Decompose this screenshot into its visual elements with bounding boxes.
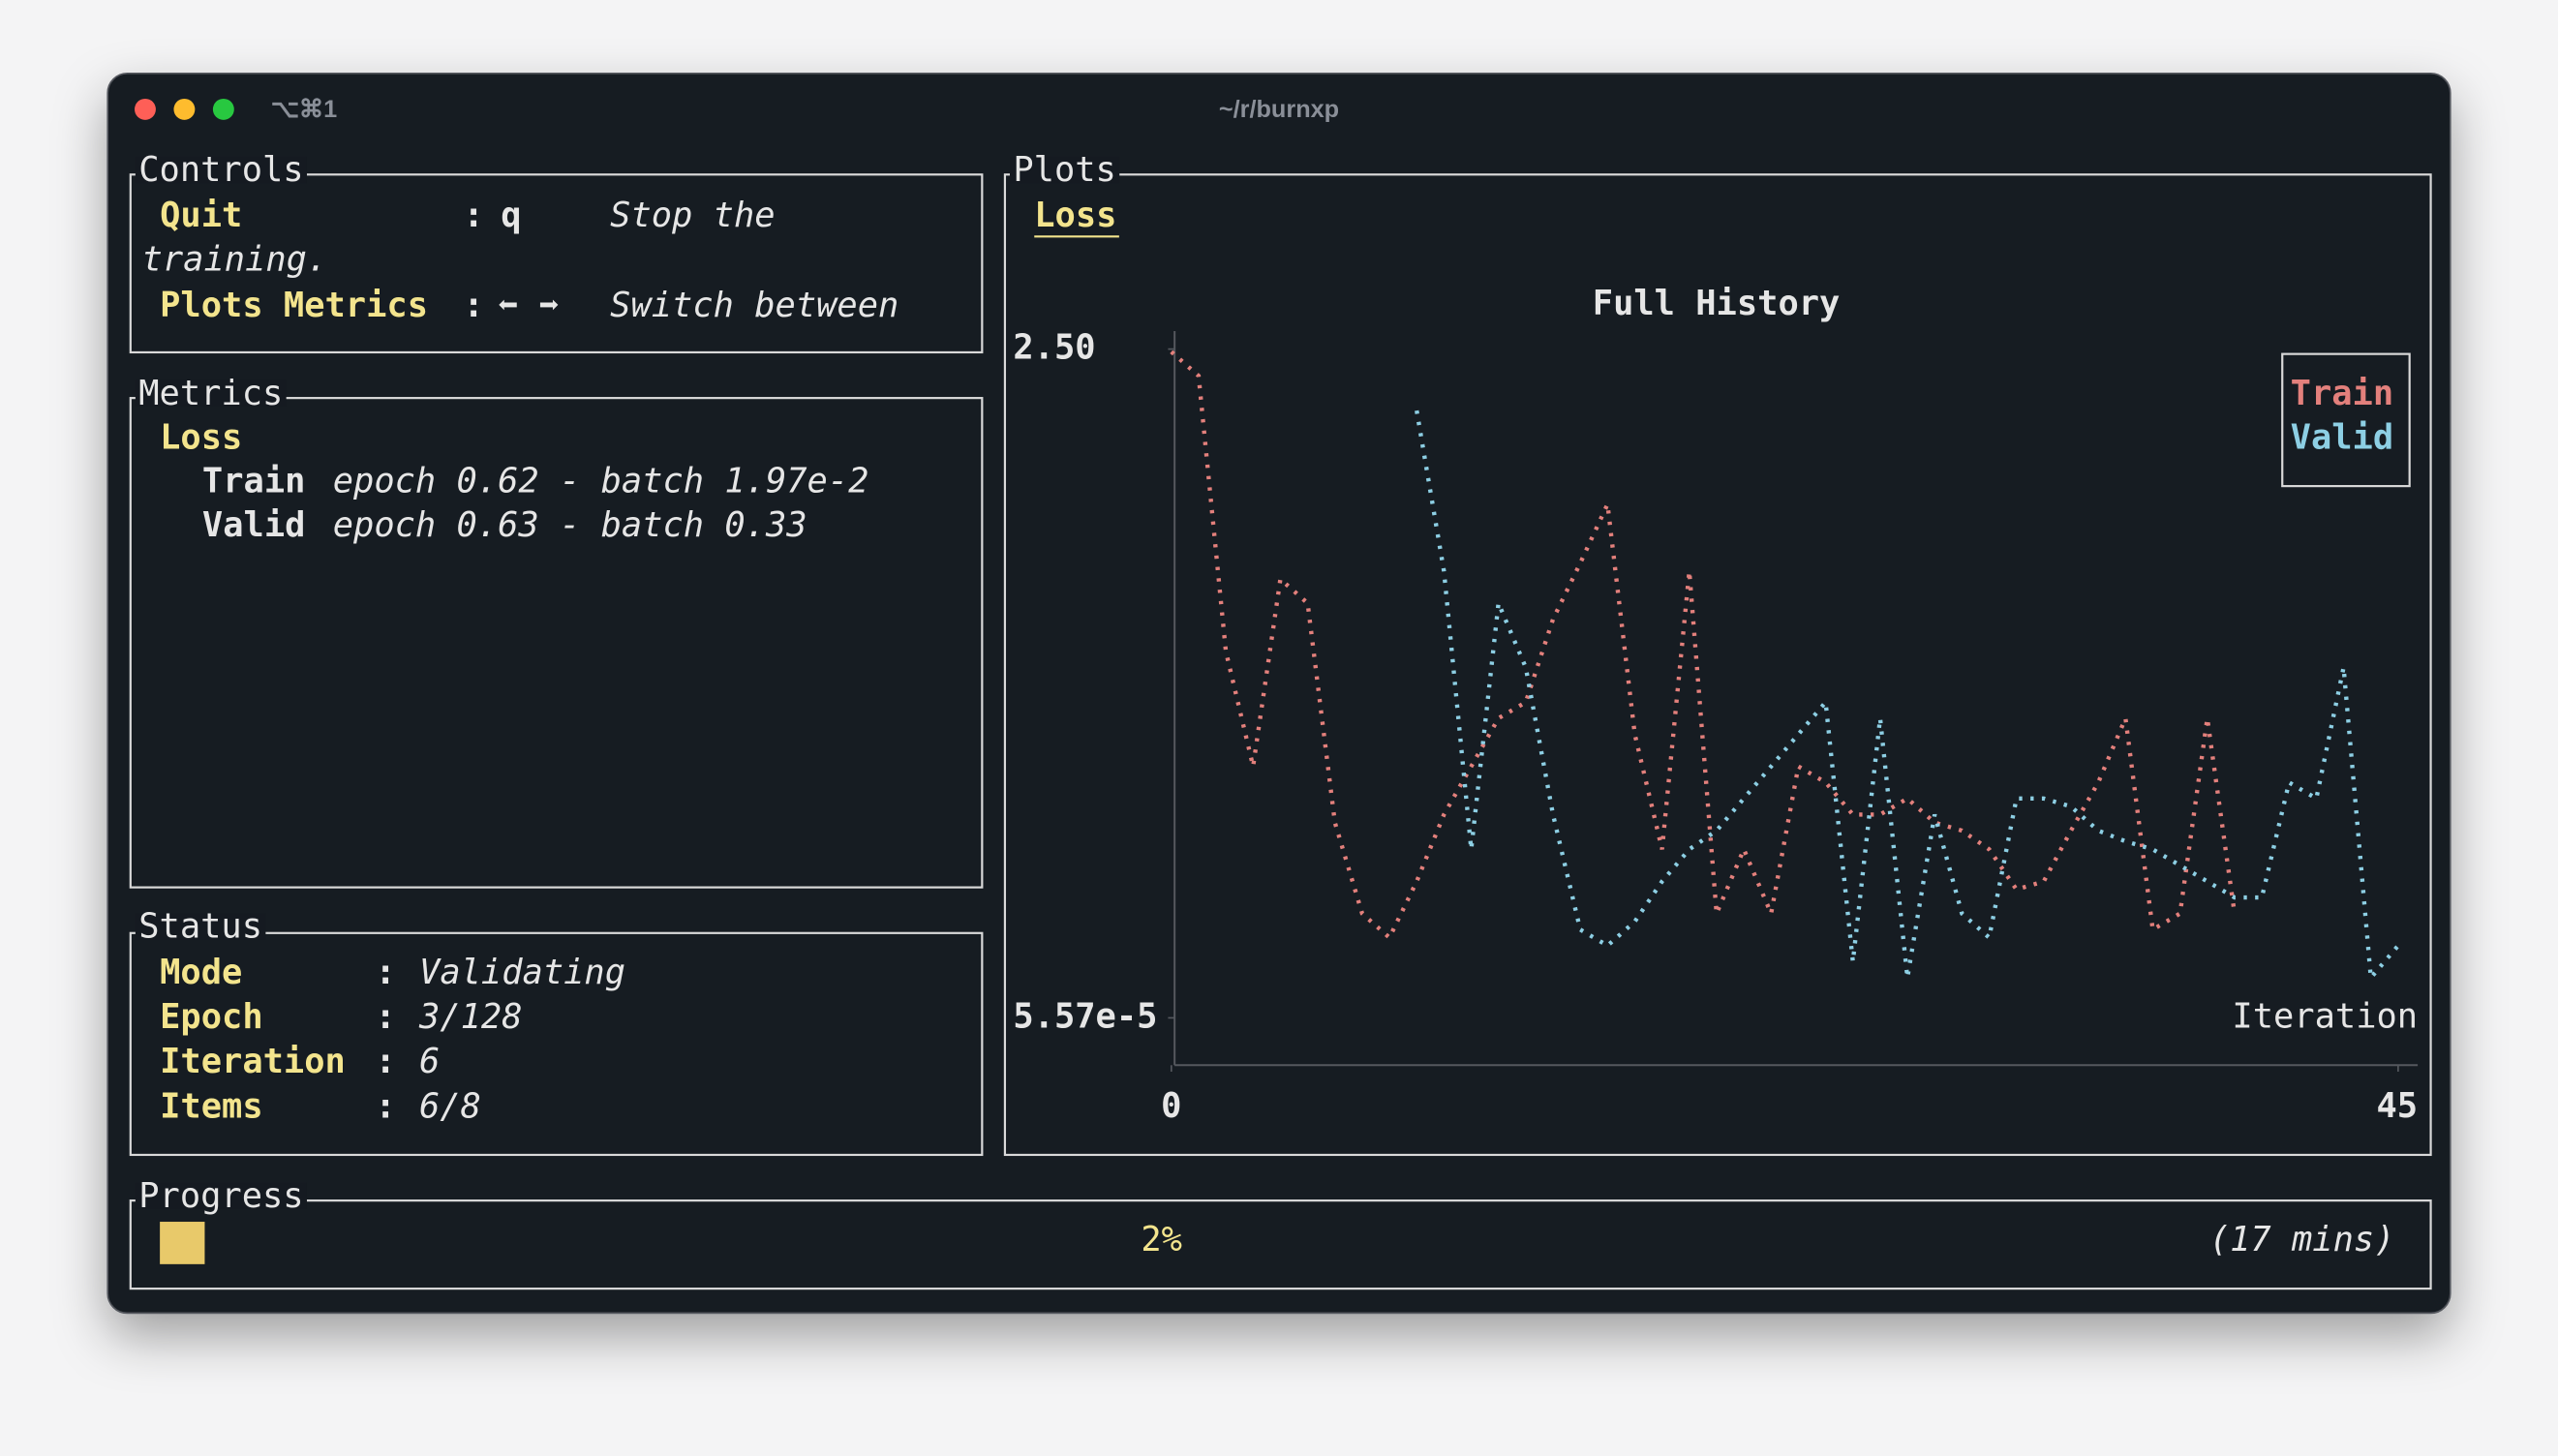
status-value: Validating — [419, 953, 625, 992]
metric-group: Loss — [160, 417, 242, 457]
separator: : — [376, 997, 396, 1037]
legend-entry: Valid — [2291, 417, 2394, 457]
label-gap — [135, 156, 307, 184]
chart-title: Full History — [1593, 284, 1841, 323]
status-name: Iteration — [160, 1042, 346, 1081]
control-key: q — [501, 196, 521, 235]
metric-value: epoch 0.62 - batch 1.97e-2 — [333, 462, 869, 501]
status-name: Mode — [160, 953, 242, 992]
status-value: 3/128 — [418, 997, 523, 1037]
legend-entry: Train — [2291, 374, 2394, 413]
controls-panel — [129, 173, 984, 354]
progress-panel — [129, 1199, 2432, 1290]
status-value: 6 — [419, 1042, 440, 1081]
plot-tab[interactable]: Loss — [1034, 196, 1116, 235]
panel-title: Progress — [138, 1176, 303, 1216]
control-key: ⬅ ➡ — [498, 286, 560, 325]
tab-shortcut: ⌥⌘1 — [271, 96, 337, 123]
separator: : — [464, 286, 484, 325]
label-gap — [1009, 156, 1120, 184]
zoom-button[interactable] — [212, 98, 234, 120]
minimize-button[interactable] — [173, 98, 196, 120]
separator: : — [376, 953, 396, 992]
control-name: Plots Metrics — [160, 286, 428, 325]
control-description: Stop the — [610, 196, 775, 235]
status-panel — [129, 931, 984, 1157]
control-description: training. — [142, 240, 328, 280]
separator: : — [376, 1042, 396, 1081]
series-line — [1170, 349, 2238, 942]
metric-value: epoch 0.63 - batch 0.33 — [333, 505, 807, 545]
progress-bar — [160, 1222, 205, 1264]
metrics-panel — [129, 397, 984, 889]
legend-box — [2281, 352, 2411, 488]
separator: : — [464, 196, 484, 235]
control-description: Switch between — [610, 286, 898, 325]
control-name: Quit — [160, 196, 242, 235]
status-name: Items — [160, 1086, 262, 1126]
status-value: 6/8 — [419, 1086, 481, 1126]
close-button[interactable] — [135, 98, 156, 120]
y-tick-label: 2.50 — [1013, 328, 1095, 368]
progress-percent: 2% — [1141, 1220, 1182, 1259]
metric-name: Valid — [202, 505, 306, 545]
plots-panel — [1003, 173, 2432, 1157]
panel-title: Status — [138, 907, 262, 947]
panel-title: Plots — [1013, 150, 1116, 190]
label-gap — [135, 1182, 307, 1210]
label-gap — [135, 913, 266, 941]
metric-name: Train — [202, 462, 306, 501]
panel-title: Controls — [138, 150, 303, 190]
x-tick-label: 45 — [2376, 1086, 2418, 1126]
label-gap — [135, 379, 287, 408]
panel-title: Metrics — [138, 374, 283, 413]
series-line — [1415, 410, 2400, 984]
y-tick-label: 5.57e-5 — [1013, 996, 1157, 1036]
status-name: Epoch — [160, 997, 262, 1037]
separator: : — [376, 1086, 396, 1126]
x-tick-label: 0 — [1161, 1086, 1181, 1126]
x-axis-label: Iteration — [2232, 996, 2418, 1036]
terminal-window — [107, 72, 2451, 1315]
progress-eta: (17 mins) — [2209, 1220, 2395, 1259]
window-title: ~/r/burnxp — [1219, 96, 1339, 123]
